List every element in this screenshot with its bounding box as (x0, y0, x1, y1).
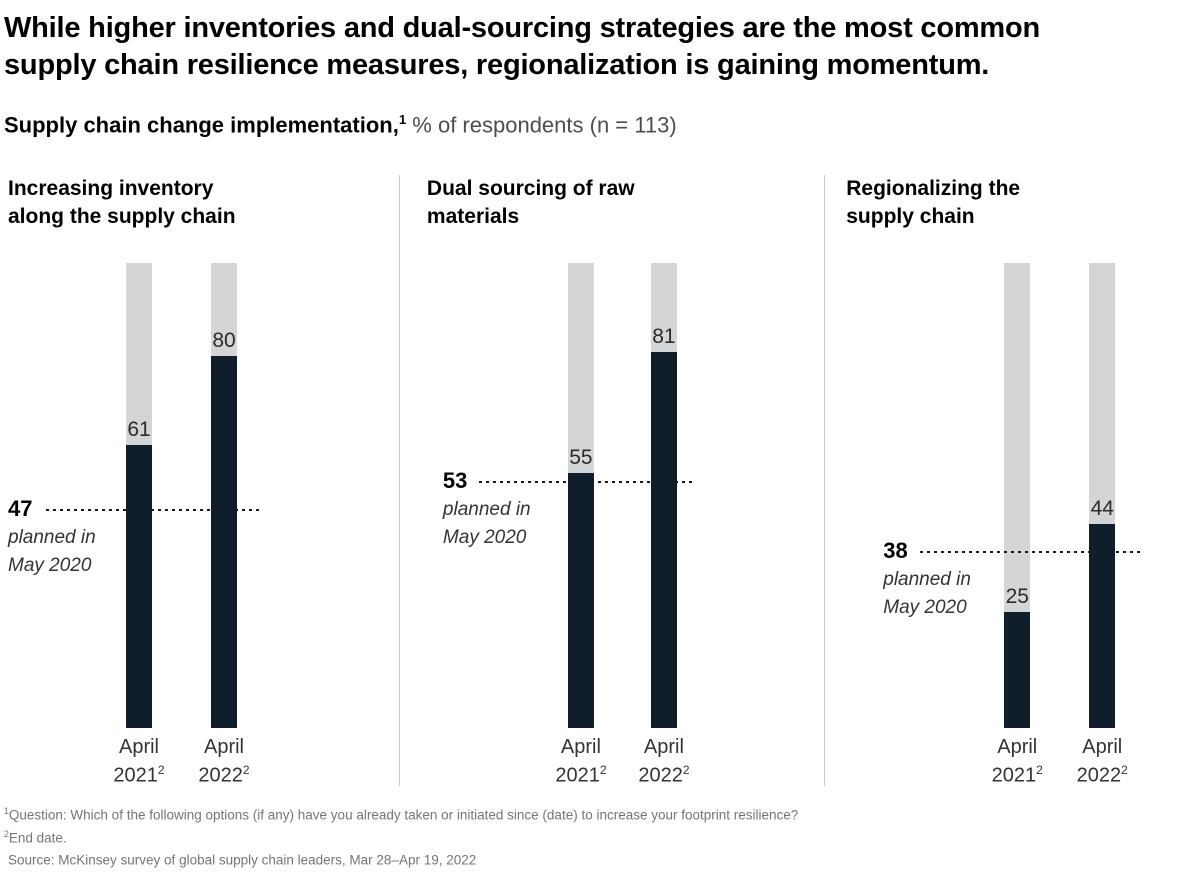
planned-value: 38 (883, 537, 908, 563)
footnote-question: 1Question: Which of the following option… (4, 802, 1180, 825)
bar-fill (1004, 612, 1031, 729)
axis-label-line1: April (997, 736, 1038, 759)
chart-panel-3: Regionalizing the supply chain 38 planned i… (824, 175, 1180, 788)
planned-note-line1: planned in (883, 568, 971, 590)
planned-label: 47 planned in May 2020 (8, 494, 96, 580)
axis-label-line1: April (203, 736, 244, 759)
chart-panel-1: Increasing inventory along the supply cha… (4, 175, 399, 788)
axis-label-line1: April (560, 736, 601, 759)
end-date-footnote-marker: 2 (242, 763, 250, 778)
bar-fill (211, 356, 237, 729)
end-date-footnote-marker: 2 (682, 763, 690, 778)
panel-heading: Regionalizing the supply chain (846, 175, 1180, 231)
panel-plot: 53 planned in May 2020 55 81 (400, 263, 824, 729)
panel-heading-line1: Dual sourcing of raw (426, 177, 635, 201)
footnote-1-text: Question: Which of the following options… (8, 807, 799, 823)
panel-heading-line1: Regionalizing the (846, 177, 1021, 201)
end-date-footnote-marker: 2 (1121, 763, 1128, 778)
planned-note-line1: planned in (8, 526, 96, 548)
footnote-source: Source: McKinsey survey of global supply… (4, 847, 1180, 870)
planned-value: 47 (8, 495, 33, 521)
panel-heading-line1: Increasing inventory (8, 177, 214, 201)
bar-value-label: 81 (652, 324, 676, 348)
footnote-2-text: End date. (8, 830, 67, 846)
axis-label-line1: April (643, 736, 684, 759)
footnotes: 1Question: Which of the following option… (4, 802, 1180, 870)
planned-value: 53 (442, 467, 468, 493)
subtitle-bold-text: Supply chain change implementation, (4, 112, 399, 138)
bar-value-label: 80 (212, 329, 236, 353)
panel-heading: Dual sourcing of raw materials (427, 175, 824, 231)
axis-label-line2: 20222 (1076, 763, 1128, 787)
footnote-end-date: 2End date. (4, 825, 1180, 848)
axis-label-line1: April (118, 736, 159, 759)
chart-subtitle: Supply chain change implementation,1 % o… (4, 106, 1180, 139)
axis-category-label: April 20212 (97, 736, 181, 788)
bar-value-label: 44 (1090, 496, 1114, 520)
axis-labels: April 20212 April 20222 (825, 736, 1180, 788)
panel-plot: 47 planned in May 2020 61 80 (4, 263, 399, 729)
chart-panels: Increasing inventory along the supply cha… (4, 175, 1180, 788)
bar-fill (567, 472, 594, 729)
bar-fill (1089, 523, 1116, 729)
bar-fill (126, 444, 152, 729)
bar-value-label: 55 (569, 445, 593, 469)
end-date-footnote-marker: 2 (599, 763, 607, 778)
planned-note-line2: May 2020 (8, 554, 92, 576)
axis-category-label: April 20212 (539, 736, 623, 788)
axis-label-line2: 20222 (638, 763, 690, 787)
planned-note-line2: May 2020 (442, 526, 527, 548)
axis-category-label: April 20212 (975, 736, 1059, 788)
end-date-footnote-marker: 2 (157, 763, 165, 778)
bar-value-label: 25 (1005, 585, 1029, 609)
axis-category-label: April 20222 (182, 736, 266, 788)
axis-label-line2: 20212 (113, 763, 165, 787)
bar-fill (650, 351, 677, 729)
planned-label: 53 planned in May 2020 (443, 466, 531, 552)
end-date-footnote-marker: 2 (1036, 763, 1043, 778)
axis-label-line2: 20212 (991, 763, 1043, 787)
planned-target-dashed-line (920, 550, 1145, 553)
question-footnote-marker: 1 (398, 112, 407, 127)
planned-label: 38 planned in May 2020 (883, 536, 971, 622)
axis-labels: April 20212 April 20222 (4, 736, 399, 788)
panel-plot: 38 planned in May 2020 25 44 (825, 263, 1180, 729)
bar-value-label: 61 (127, 417, 151, 441)
panel-heading: Increasing inventory along the supply cha… (8, 175, 399, 231)
axis-category-label: April 20222 (1060, 736, 1144, 788)
planned-target-dashed-line (46, 508, 262, 511)
panel-heading-line2: along the supply chain (8, 205, 236, 229)
planned-note-line2: May 2020 (883, 596, 967, 618)
axis-label-line2: 20212 (555, 763, 607, 787)
chart-panel-2: Dual sourcing of raw materials 53 planned i… (398, 175, 824, 788)
axis-label-line2: 20222 (198, 763, 250, 787)
panel-heading-line2: materials (426, 205, 520, 229)
subtitle-units-text: % of respondents (n = 113) (406, 112, 677, 138)
footnote-2-marker: 2 (4, 828, 9, 839)
planned-note-line1: planned in (442, 498, 531, 520)
page-title: While higher inventories and dual-sourci… (4, 12, 1041, 81)
axis-labels: April 20212 April 20222 (400, 736, 824, 788)
axis-label-line1: April (1082, 736, 1123, 759)
panel-heading-line2: supply chain (846, 205, 975, 229)
footnote-source-text: Source: McKinsey survey of global supply… (8, 852, 477, 868)
footnote-1-marker: 1 (4, 806, 9, 817)
axis-category-label: April 20222 (622, 736, 706, 788)
